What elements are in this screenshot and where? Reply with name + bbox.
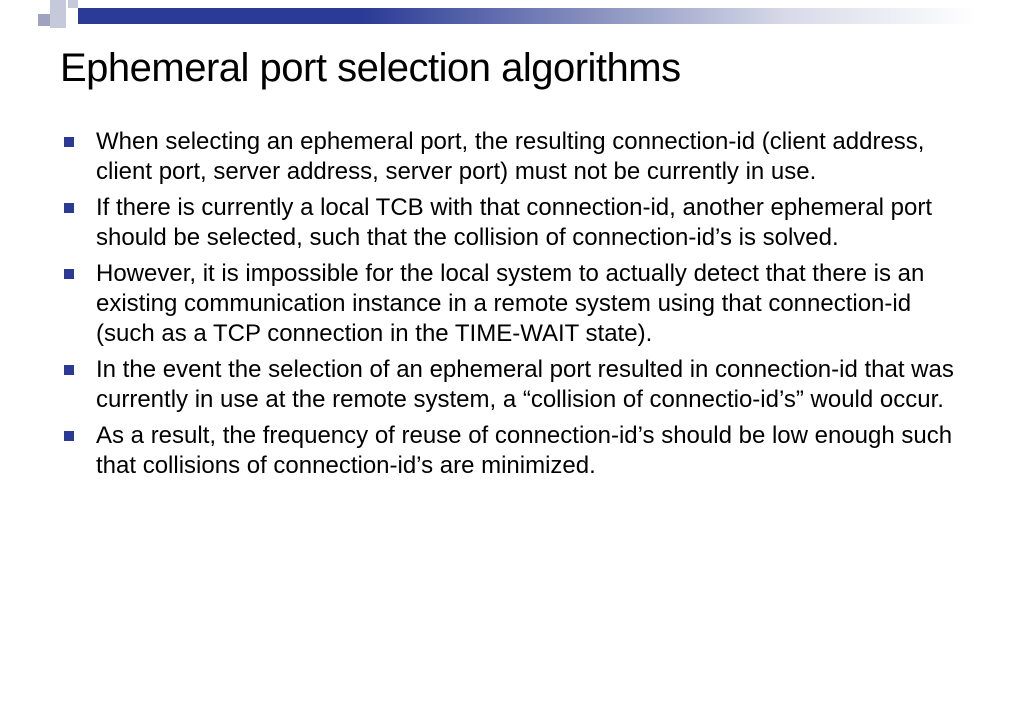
bullet-item: In the event the selection of an ephemer…	[88, 355, 970, 415]
bullet-item: However, it is impossible for the local …	[88, 259, 970, 349]
slide-title: Ephemeral port selection algorithms	[60, 46, 970, 91]
deco-square	[38, 14, 50, 26]
header-decoration	[0, 0, 1023, 28]
bullet-item: As a result, the frequency of reuse of c…	[88, 421, 970, 481]
deco-square	[68, 0, 78, 8]
header-gradient-bar	[78, 8, 1023, 24]
slide-content: Ephemeral port selection algorithms When…	[60, 46, 970, 487]
deco-square	[50, 0, 66, 28]
bullet-item: If there is currently a local TCB with t…	[88, 193, 970, 253]
bullet-item: When selecting an ephemeral port, the re…	[88, 127, 970, 187]
bullet-list: When selecting an ephemeral port, the re…	[60, 127, 970, 481]
